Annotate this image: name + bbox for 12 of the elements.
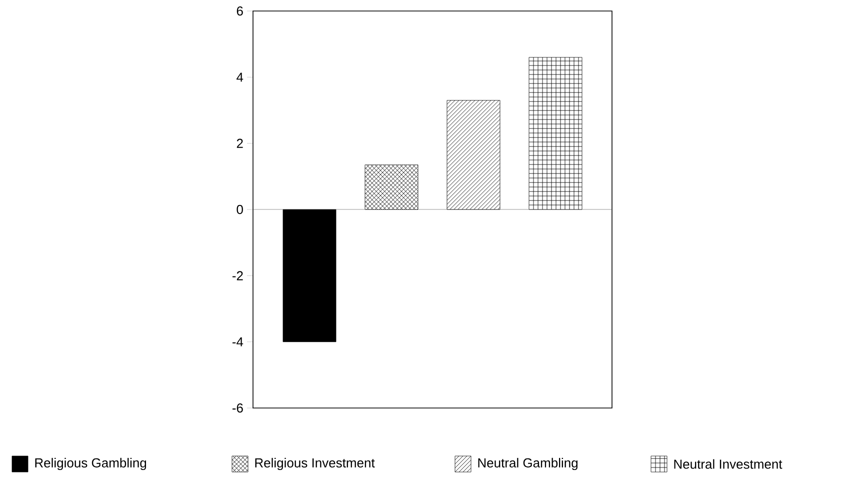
legend-label: Neutral Gambling — [478, 458, 578, 470]
y-tick-label: 6 — [236, 6, 243, 16]
y-tick-label: -4 — [232, 337, 244, 346]
y-tick-label: -6 — [232, 403, 243, 413]
bar — [282, 209, 336, 342]
y-tick-label: 4 — [236, 72, 244, 82]
legend-label: Neutral Investment — [674, 459, 782, 469]
legend-label: Religious Investment — [255, 458, 375, 470]
y-tick-label: -2 — [232, 271, 243, 280]
y-tick-label: 2 — [236, 138, 243, 148]
legend-label: Religious Gambling — [35, 458, 146, 470]
y-tick-label: 0 — [236, 204, 243, 214]
